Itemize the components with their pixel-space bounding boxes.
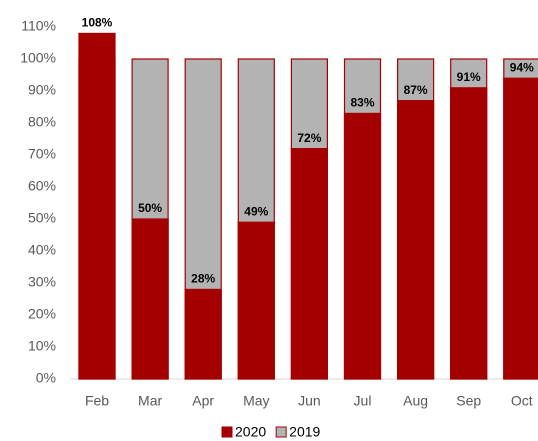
data-label: 94%	[510, 60, 534, 74]
data-label: 72%	[297, 131, 321, 145]
y-tick-label: 50%	[28, 210, 56, 226]
x-tick-label: May	[243, 393, 269, 409]
y-tick-label: 40%	[28, 242, 56, 258]
y-tick-label: 100%	[20, 50, 56, 66]
x-tick-label: Oct	[511, 393, 533, 409]
data-label: 108%	[82, 16, 113, 30]
data-label: 28%	[191, 272, 215, 286]
bar	[450, 87, 488, 380]
y-tick-label: 80%	[28, 114, 56, 130]
data-label: 83%	[350, 96, 374, 110]
x-tick-label: Apr	[192, 393, 214, 409]
y-tick-label: 60%	[28, 178, 56, 194]
bar	[503, 77, 538, 380]
x-tick-label: Mar	[138, 393, 162, 409]
bar	[343, 112, 382, 380]
bar	[184, 288, 222, 380]
y-tick-label: 90%	[28, 82, 56, 98]
y-tick-label: 70%	[28, 146, 56, 162]
bar	[397, 99, 435, 380]
y-tick-label: 110%	[21, 18, 56, 34]
x-tick-label: Sep	[456, 393, 481, 409]
x-tick-label: Jul	[354, 393, 372, 409]
x-tick-label: Aug	[403, 393, 428, 409]
x-tick-label: Jun	[298, 393, 321, 409]
y-tick-label: 20%	[28, 306, 56, 322]
data-label: 49%	[244, 204, 268, 218]
bar	[78, 32, 116, 380]
legend-label: 2019	[289, 424, 320, 440]
data-label: 50%	[138, 201, 162, 215]
bar	[237, 221, 275, 380]
legend-label: 2020	[235, 424, 266, 440]
y-tick-label: 10%	[28, 338, 56, 354]
legend-swatch	[275, 426, 287, 438]
y-tick-label: 0%	[36, 370, 56, 386]
data-label: 87%	[404, 83, 428, 97]
legend-swatch	[221, 426, 233, 438]
data-label: 91%	[457, 70, 481, 84]
bar	[290, 148, 328, 380]
x-tick-label: Feb	[85, 393, 109, 409]
bar	[131, 218, 169, 380]
y-tick-label: 30%	[28, 274, 56, 290]
